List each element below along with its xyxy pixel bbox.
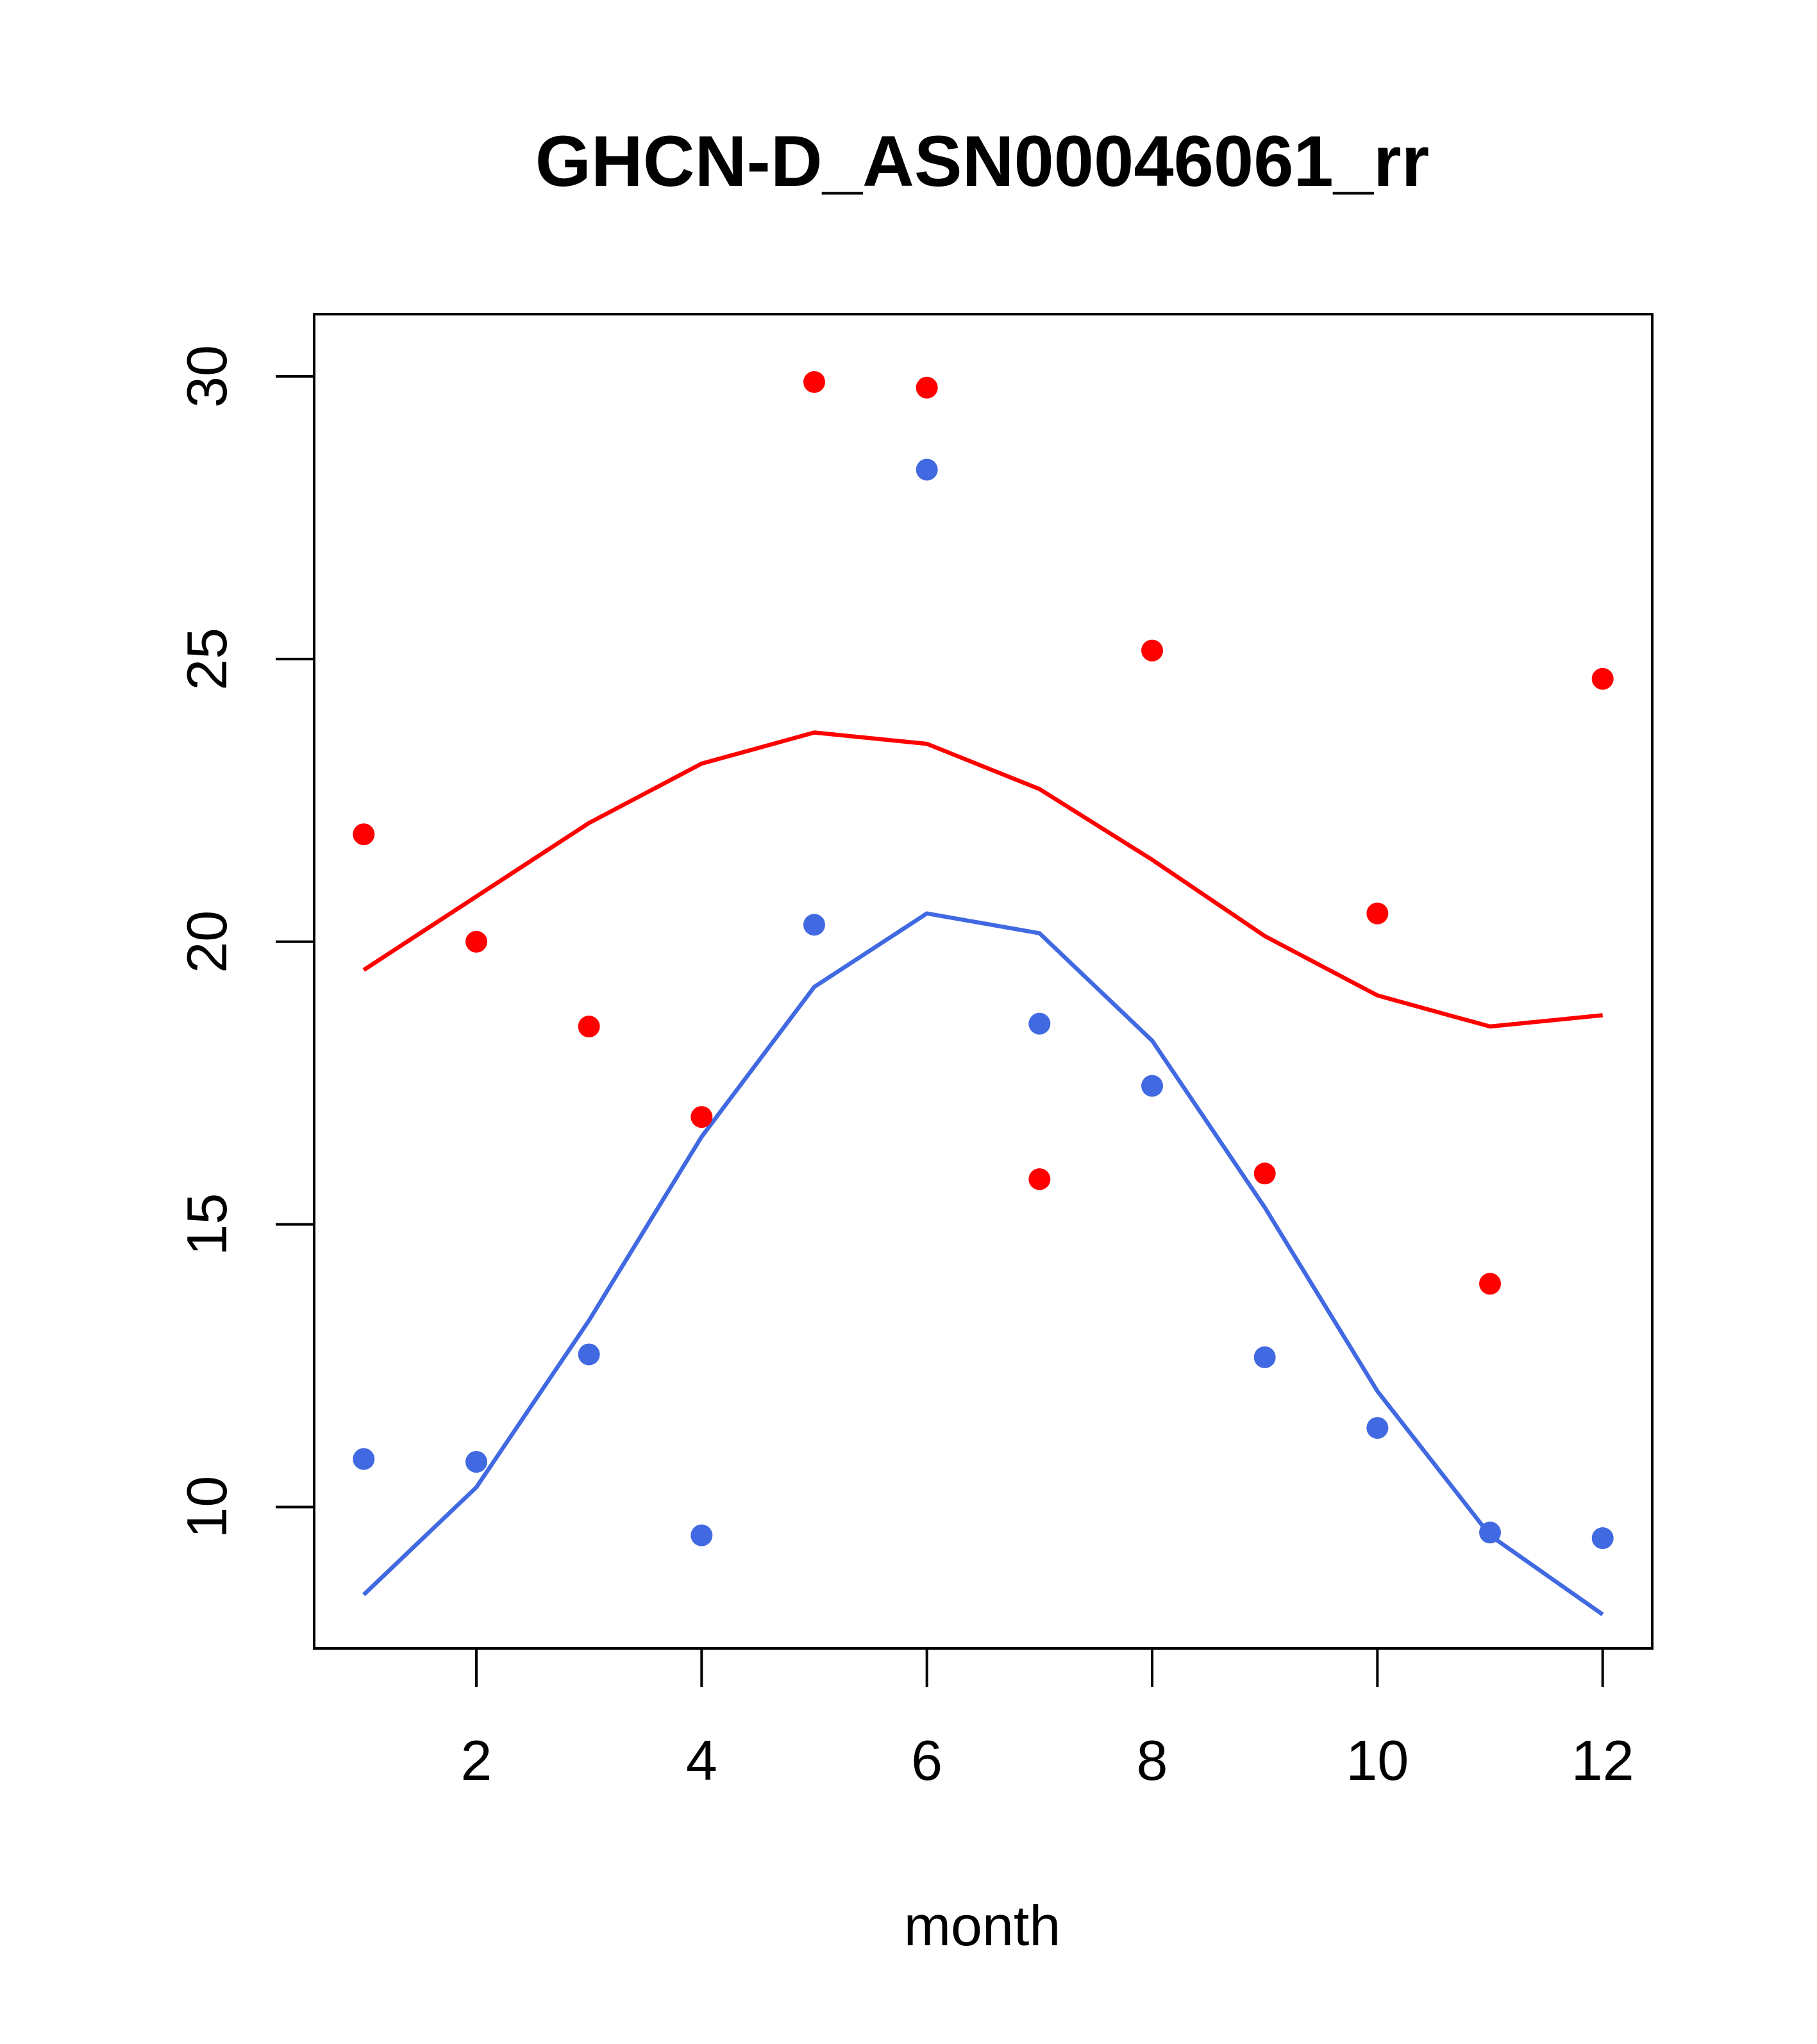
x-tick-label: 10	[1346, 1729, 1409, 1792]
blue-point	[1479, 1521, 1502, 1544]
x-tick-label: 6	[911, 1729, 942, 1792]
blue-point	[1028, 1012, 1051, 1035]
x-axis: 2 4 6 8 10 12	[460, 1647, 1634, 1792]
y-tick-label: 20	[175, 910, 239, 973]
red-point	[803, 371, 825, 393]
red-point	[578, 1016, 600, 1038]
blue-point	[1366, 1417, 1389, 1439]
series-layer	[353, 371, 1614, 1616]
blue-point	[1253, 1346, 1276, 1368]
y-tick-label: 30	[175, 345, 239, 408]
red-point	[1253, 1162, 1276, 1185]
red-point	[353, 823, 375, 846]
red-point	[1141, 639, 1164, 662]
red-point	[916, 376, 938, 399]
x-tick-label: 4	[686, 1729, 717, 1792]
blue-point	[578, 1343, 600, 1366]
blue-point	[1591, 1527, 1614, 1550]
red-point	[691, 1106, 713, 1128]
blue-smooth-line	[362, 911, 1604, 1616]
red-point	[465, 930, 487, 953]
blue-point	[1141, 1075, 1164, 1097]
blue-point	[691, 1524, 713, 1546]
red-point	[1479, 1273, 1502, 1295]
red-point	[1366, 902, 1389, 925]
blue-point	[353, 1448, 375, 1470]
x-tick-label: 8	[1137, 1729, 1168, 1792]
x-tick-label: 12	[1571, 1729, 1634, 1792]
y-axis: 10 15 20 25 30	[175, 345, 315, 1539]
chart-title: GHCN-D_ASN00046061_rr	[535, 121, 1429, 201]
x-axis-label: month	[904, 1894, 1061, 1957]
blue-point	[803, 914, 825, 936]
red-point	[1591, 667, 1614, 690]
plot-frame	[313, 313, 1654, 1650]
red-point	[1028, 1168, 1051, 1191]
blue-point	[465, 1451, 487, 1473]
y-tick-label: 25	[175, 628, 239, 691]
y-tick-label: 15	[175, 1193, 239, 1256]
red-smooth-line	[362, 730, 1603, 1029]
y-tick-label: 10	[175, 1476, 239, 1539]
x-tick-label: 2	[460, 1729, 492, 1792]
blue-point	[916, 458, 938, 481]
